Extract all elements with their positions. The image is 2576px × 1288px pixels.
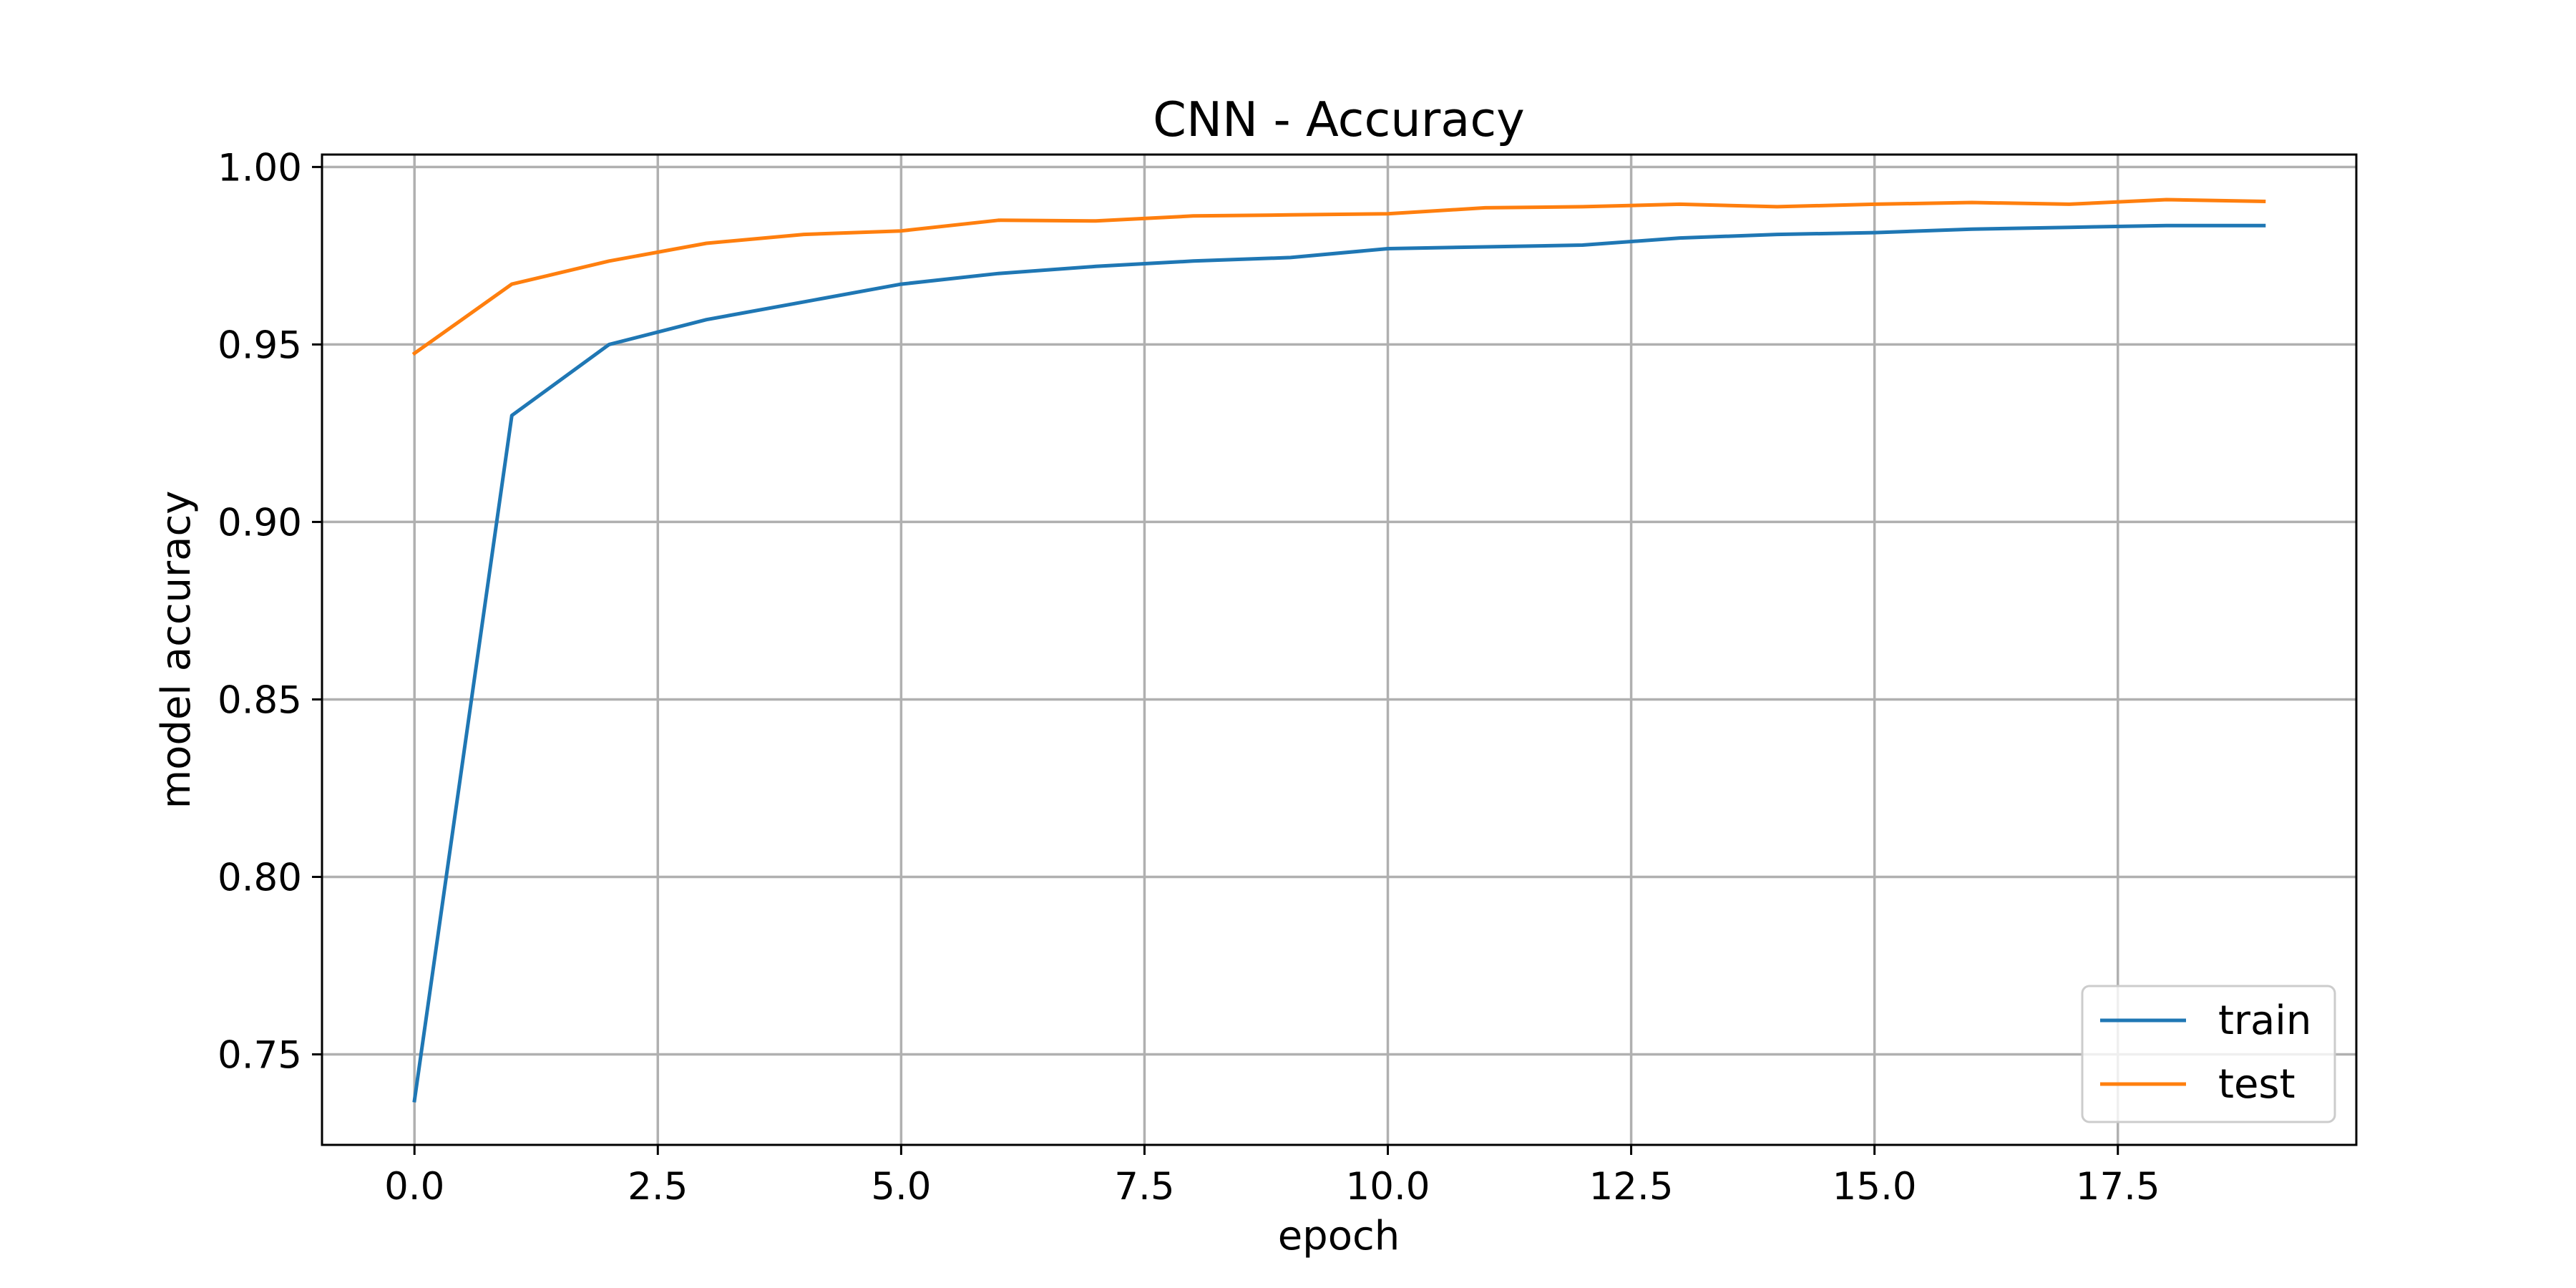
y-tick-label: 0.90 <box>218 501 302 545</box>
legend-label-test: test <box>2218 1061 2296 1108</box>
x-tick-label: 17.5 <box>2076 1165 2160 1209</box>
x-tick-label: 0.0 <box>384 1165 444 1209</box>
y-tick-label: 0.95 <box>218 323 302 367</box>
x-tick-label: 5.0 <box>871 1165 931 1209</box>
x-tick-label: 12.5 <box>1589 1165 1674 1209</box>
legend: train test <box>2082 986 2335 1122</box>
x-axis-label: epoch <box>1278 1213 1400 1259</box>
x-tick-label: 10.0 <box>1346 1165 1430 1209</box>
legend-label-train: train <box>2218 997 2311 1044</box>
y-axis-label: model accuracy <box>153 491 200 809</box>
x-tick-label: 7.5 <box>1114 1165 1174 1209</box>
y-tick-label: 0.80 <box>218 856 302 899</box>
y-tick-label: 1.00 <box>218 146 302 190</box>
x-tick-label: 2.5 <box>628 1165 688 1209</box>
x-tick-label: 15.0 <box>1833 1165 1917 1209</box>
y-tick-label: 0.75 <box>218 1034 302 1078</box>
y-tick-label: 0.85 <box>218 678 302 722</box>
chart-title: CNN - Accuracy <box>1153 92 1525 147</box>
